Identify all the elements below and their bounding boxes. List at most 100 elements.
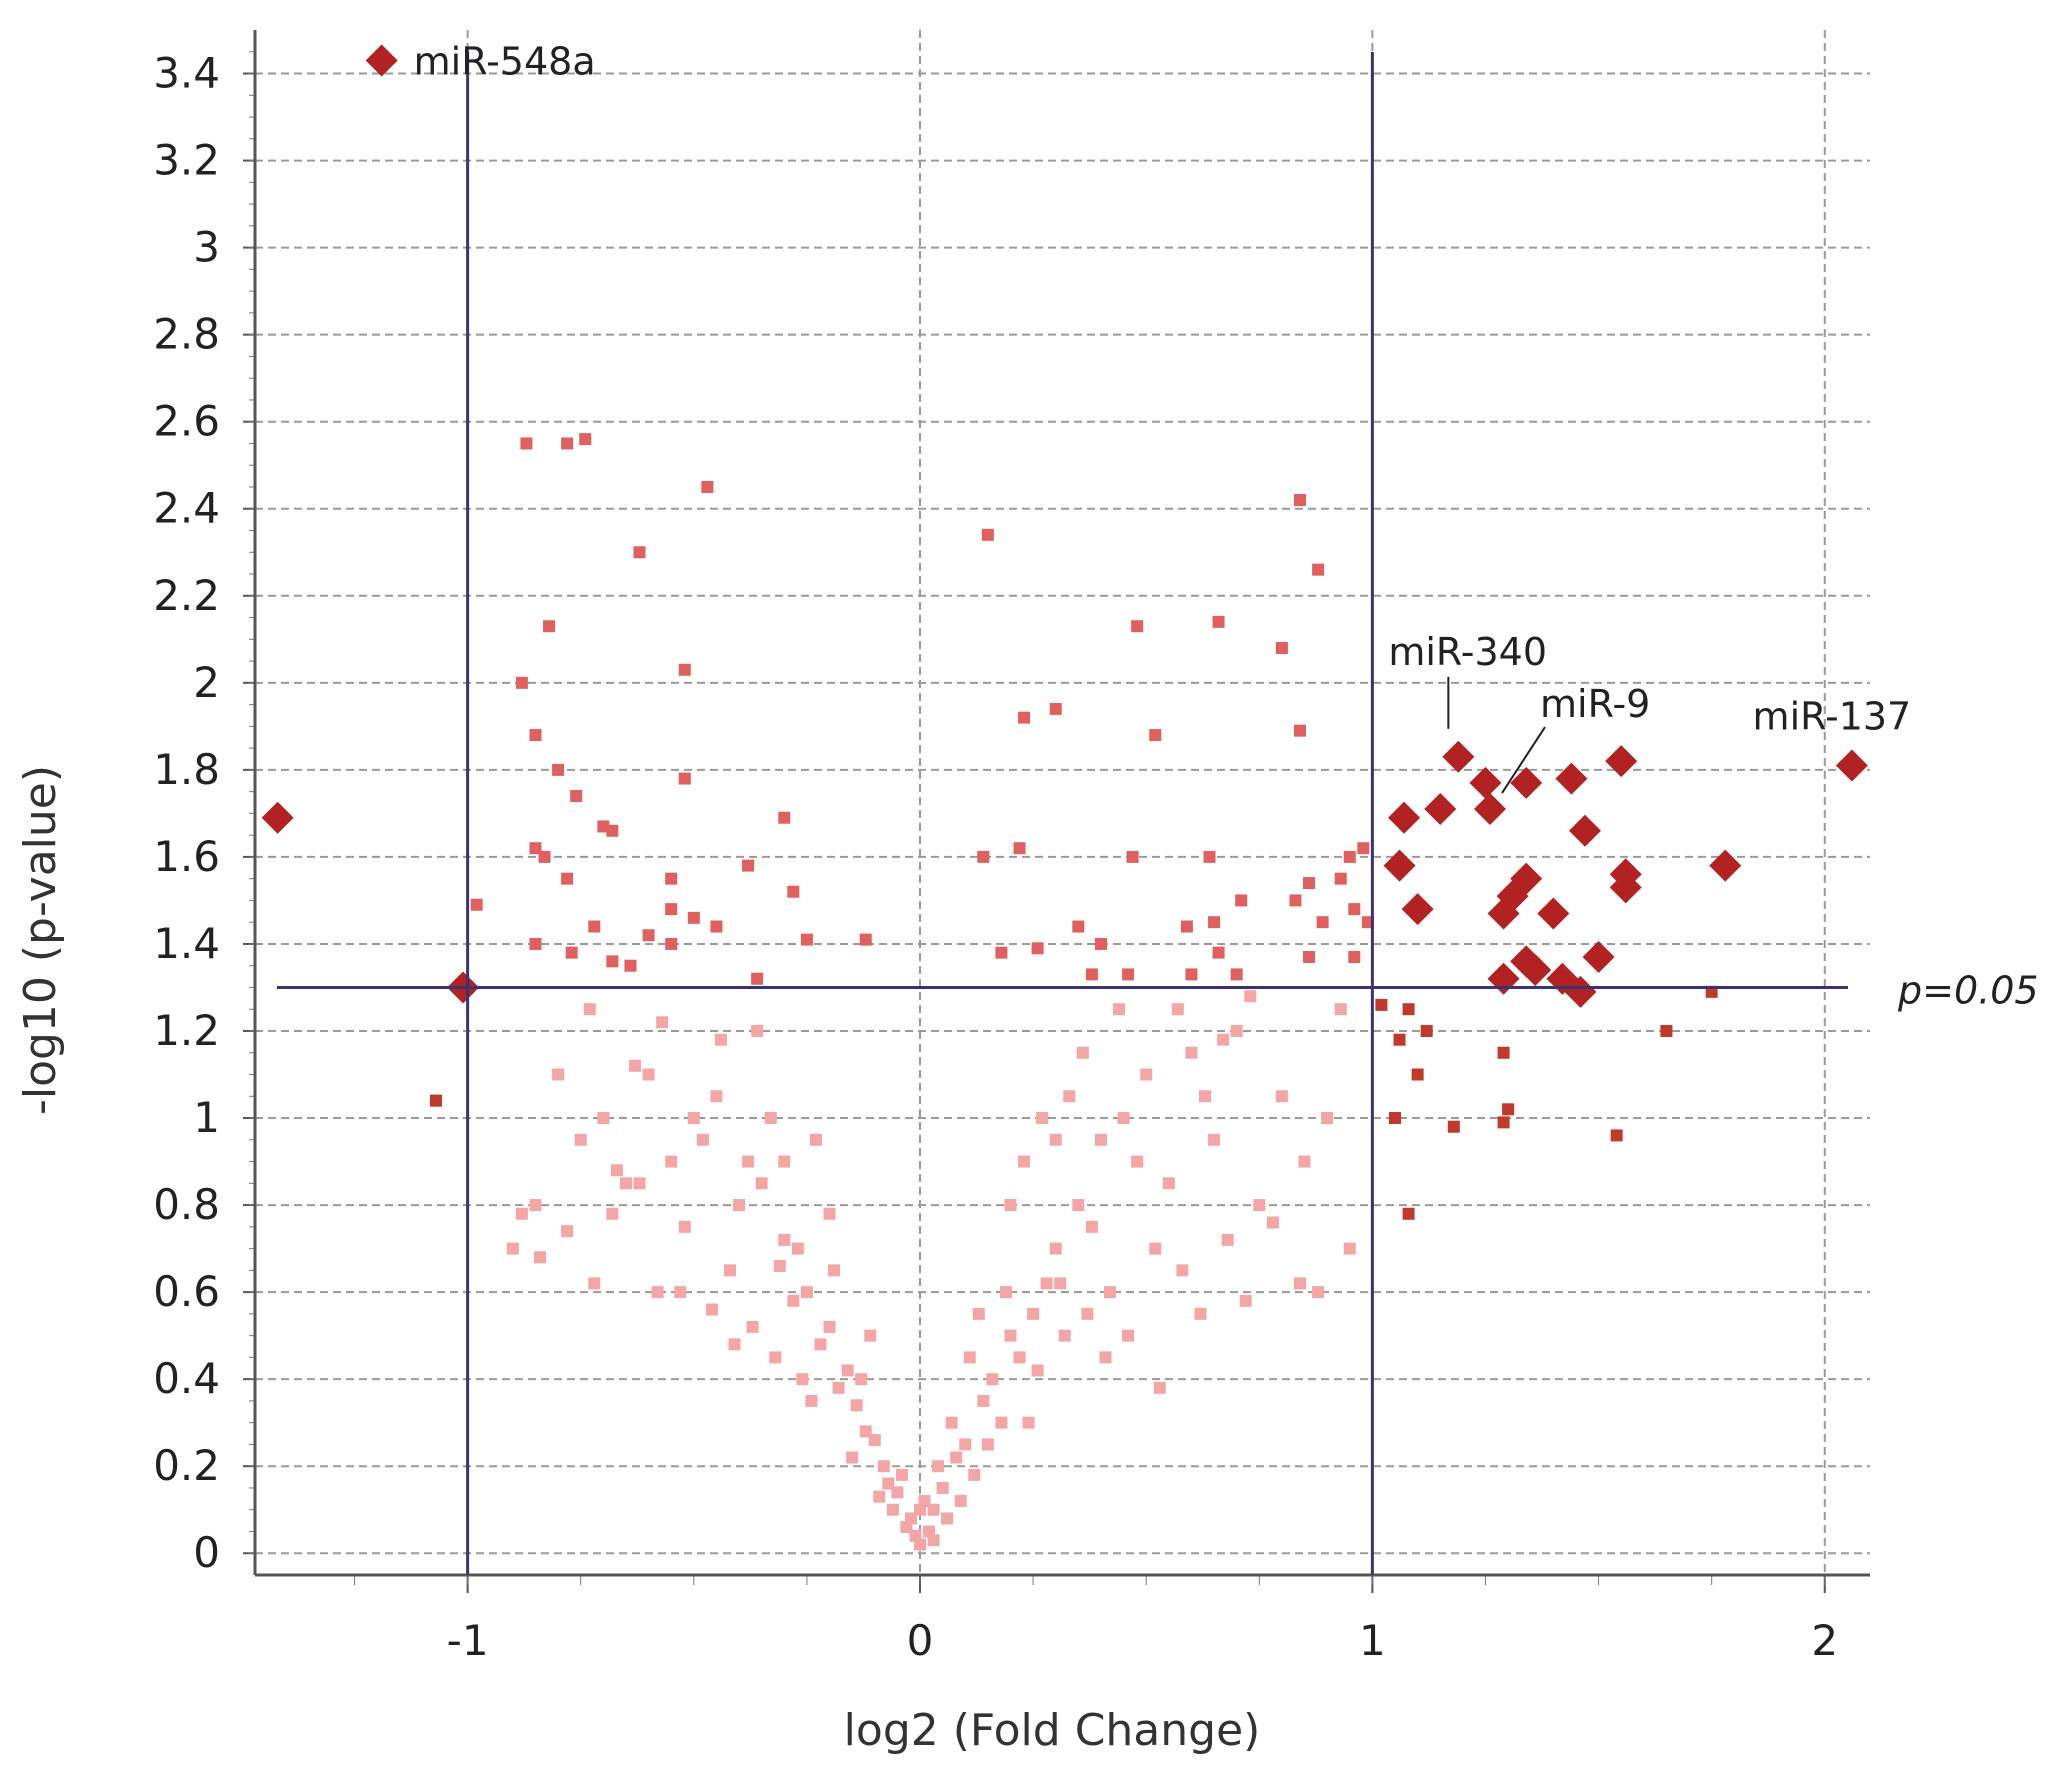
not-significant-point — [1113, 1003, 1126, 1016]
not-significant-point — [606, 1207, 619, 1220]
not-significant-point — [873, 1490, 886, 1503]
y-axis-title: -log10 (p-value) — [15, 765, 66, 1115]
y-tick-label: 0.4 — [153, 1354, 220, 1403]
y-tick-label: 1.2 — [153, 1006, 220, 1055]
p-significant-point — [633, 546, 646, 559]
highlighted-point — [1835, 749, 1868, 782]
not-significant-point — [1239, 1294, 1252, 1307]
p-value-threshold-label: p=0.05 — [1897, 968, 2039, 1012]
p-significant-point — [588, 920, 601, 933]
not-significant-point — [561, 1225, 574, 1238]
fc-significant-point — [1411, 1068, 1424, 1081]
not-significant-point — [999, 1286, 1012, 1299]
not-significant-point — [823, 1207, 836, 1220]
not-significant-point — [515, 1207, 528, 1220]
not-significant-point — [1027, 1307, 1040, 1320]
p-significant-point — [1094, 937, 1107, 950]
not-significant-point — [1036, 1112, 1049, 1125]
not-significant-point — [1185, 1046, 1198, 1059]
y-tick-label: 2.4 — [153, 484, 220, 533]
fc-significant-point — [1497, 1046, 1510, 1059]
not-significant-point — [1085, 1220, 1098, 1233]
highlighted-point — [1519, 954, 1552, 987]
p-significant-point — [751, 972, 764, 985]
not-significant-point — [1275, 1090, 1288, 1103]
not-significant-point — [733, 1199, 746, 1212]
p-significant-point — [543, 620, 556, 633]
highlighted-point — [1510, 766, 1543, 799]
not-significant-point — [574, 1133, 587, 1146]
not-significant-point — [1343, 1242, 1356, 1255]
y-tick-label: 2.8 — [153, 310, 220, 359]
p-significant-point — [665, 937, 678, 950]
p-significant-point — [624, 959, 637, 972]
highlighted-point — [1569, 814, 1601, 847]
p-significant-point — [665, 872, 678, 885]
not-significant-point — [1072, 1199, 1085, 1212]
not-significant-point — [642, 1068, 655, 1081]
y-tick-label: 1.4 — [153, 919, 220, 968]
p-significant-point — [1316, 916, 1329, 929]
not-significant-point — [1230, 1024, 1243, 1037]
not-significant-point — [1040, 1277, 1053, 1290]
annotation-mir-9: miR-9 — [1540, 682, 1650, 726]
p-significant-point — [1294, 494, 1306, 507]
not-significant-point — [746, 1320, 759, 1333]
p-significant-point — [710, 920, 723, 933]
not-significant-point — [588, 1277, 601, 1290]
highlighted-point — [1388, 801, 1421, 834]
not-significant-point — [656, 1016, 669, 1029]
p-significant-point — [1303, 951, 1316, 963]
p-significant-point — [529, 937, 542, 950]
p-significant-point — [579, 433, 592, 446]
p-significant-point — [1294, 724, 1306, 737]
not-significant-point — [1176, 1264, 1189, 1277]
highlighted-point — [1564, 975, 1597, 1008]
highlighted-point — [1442, 740, 1475, 773]
p-significant-point — [1203, 850, 1216, 863]
y-tick-label: 3 — [193, 223, 220, 272]
p-significant-point — [1348, 903, 1361, 916]
p-significant-point — [977, 850, 990, 863]
highlighted-point — [1537, 897, 1570, 930]
not-significant-point — [1104, 1286, 1116, 1299]
not-significant-point — [814, 1338, 827, 1351]
not-significant-point — [597, 1112, 610, 1125]
not-significant-point — [927, 1503, 940, 1516]
not-significant-point — [963, 1351, 976, 1364]
p-significant-point — [529, 842, 542, 855]
p-significant-point — [538, 850, 551, 863]
p-significant-point — [1049, 702, 1062, 715]
not-significant-point — [687, 1112, 700, 1125]
not-significant-point — [1058, 1329, 1071, 1342]
not-significant-point — [936, 1481, 949, 1494]
not-significant-point — [805, 1394, 818, 1407]
y-tick-label: 0.6 — [153, 1267, 220, 1316]
highlighted-point — [1474, 793, 1506, 826]
not-significant-point — [610, 1164, 623, 1177]
not-significant-point — [954, 1495, 967, 1508]
not-significant-point — [1298, 1155, 1311, 1168]
axes: 0 0.2 0.4 0.6 0.8 1 1.2 1.4 1.6 1.8 2 2.2 2.4 2.6 2.8 3… — [153, 30, 1870, 1665]
p-significant-point — [859, 933, 872, 946]
not-significant-point — [1208, 1133, 1221, 1146]
p-significant-point — [1212, 615, 1225, 628]
not-significant-point — [1099, 1351, 1112, 1364]
not-significant-point — [742, 1155, 755, 1168]
annotation-mir-137: miR-137 — [1753, 695, 1912, 739]
highlighted-point — [1555, 762, 1588, 795]
not-significant-point — [800, 1286, 813, 1299]
x-tick-label: -1 — [447, 1616, 489, 1665]
highlighted-point — [1605, 745, 1638, 778]
p-significant-point — [1085, 968, 1098, 981]
not-significant-point — [877, 1460, 890, 1473]
not-significant-point — [809, 1133, 822, 1146]
p-significant-point — [742, 859, 755, 872]
not-significant-point — [534, 1251, 546, 1264]
not-significant-point — [1049, 1242, 1062, 1255]
not-significant-point — [1004, 1199, 1017, 1212]
not-significant-point — [678, 1220, 691, 1233]
not-significant-point — [968, 1468, 981, 1481]
p-significant-point — [1334, 872, 1347, 885]
